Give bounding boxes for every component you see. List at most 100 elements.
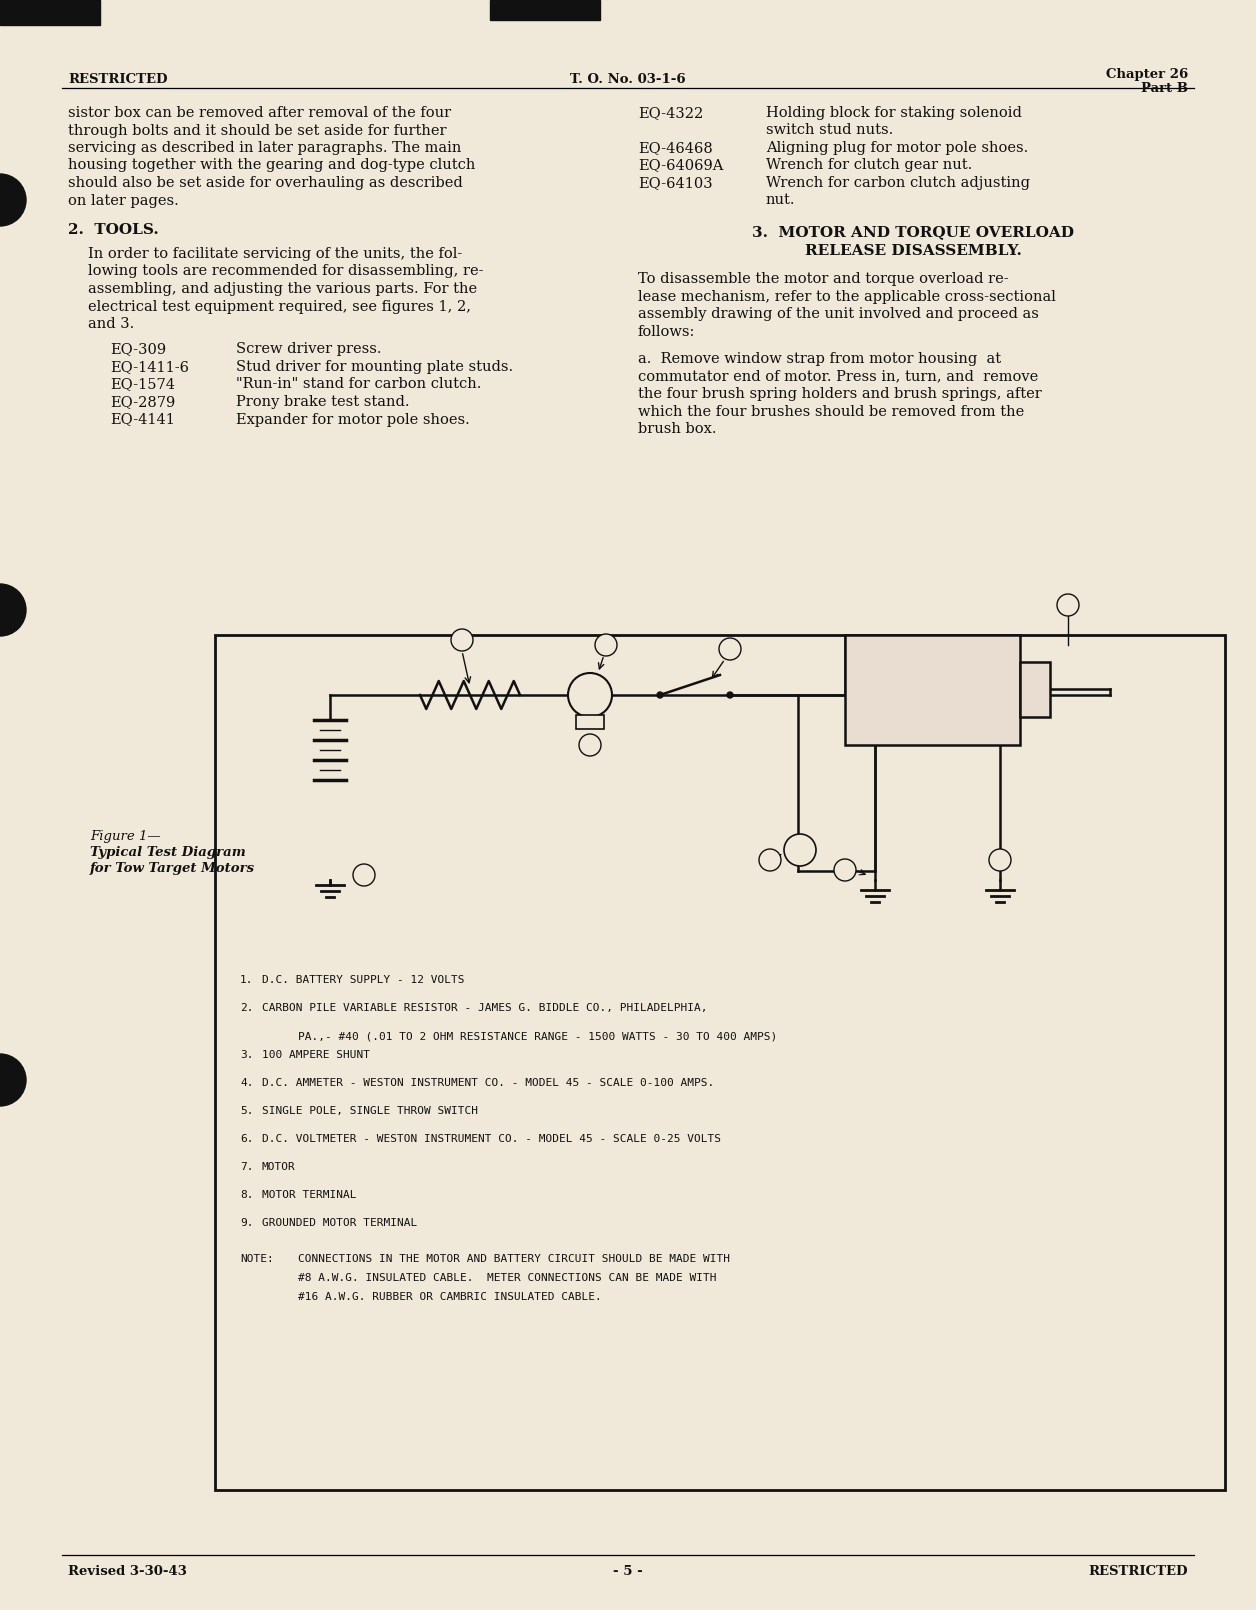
Text: 8.: 8. — [240, 1190, 254, 1199]
Circle shape — [0, 174, 26, 225]
Text: 9.: 9. — [240, 1219, 254, 1228]
Text: 4: 4 — [603, 641, 609, 649]
Bar — [845, 634, 1020, 745]
Text: EQ-4322: EQ-4322 — [638, 106, 703, 121]
Text: 2: 2 — [458, 636, 465, 644]
Text: In order to facilitate servicing of the units, the fol-: In order to facilitate servicing of the … — [88, 246, 462, 261]
Text: switch stud nuts.: switch stud nuts. — [766, 124, 893, 137]
Circle shape — [353, 865, 376, 886]
Circle shape — [988, 848, 1011, 871]
Circle shape — [451, 630, 474, 650]
Text: CONNECTIONS IN THE MOTOR AND BATTERY CIRCUIT SHOULD BE MADE WITH: CONNECTIONS IN THE MOTOR AND BATTERY CIR… — [298, 1254, 730, 1264]
Text: Revised 3-30-43: Revised 3-30-43 — [68, 1565, 187, 1578]
Text: MOTOR: MOTOR — [263, 1162, 295, 1172]
Text: #8 A.W.G. INSULATED CABLE.  METER CONNECTIONS CAN BE MADE WITH: #8 A.W.G. INSULATED CABLE. METER CONNECT… — [298, 1274, 716, 1283]
Circle shape — [784, 834, 816, 866]
Text: 7: 7 — [1065, 601, 1071, 610]
Text: T. O. No. 03-1-6: T. O. No. 03-1-6 — [570, 72, 686, 85]
Text: 5.: 5. — [240, 1106, 254, 1116]
Circle shape — [718, 638, 741, 660]
Text: To disassemble the motor and torque overload re-: To disassemble the motor and torque over… — [638, 272, 1009, 287]
Text: 2.  TOOLS.: 2. TOOLS. — [68, 224, 158, 237]
Circle shape — [568, 673, 612, 716]
Text: sistor box can be removed after removal of the four: sistor box can be removed after removal … — [68, 106, 451, 121]
Bar — [1020, 662, 1050, 716]
Text: which the four brushes should be removed from the: which the four brushes should be removed… — [638, 404, 1024, 419]
Text: 3.  MOTOR AND TORQUE OVERLOAD: 3. MOTOR AND TORQUE OVERLOAD — [752, 225, 1074, 238]
Text: Wrench for carbon clutch adjusting: Wrench for carbon clutch adjusting — [766, 175, 1030, 190]
Text: 7.: 7. — [240, 1162, 254, 1172]
Text: Figure 1—: Figure 1— — [90, 831, 161, 844]
Text: RELEASE DISASSEMBLY.: RELEASE DISASSEMBLY. — [805, 245, 1021, 258]
Text: 3: 3 — [587, 741, 593, 750]
Text: Stud driver for mounting plate studs.: Stud driver for mounting plate studs. — [236, 361, 514, 374]
Text: the four brush spring holders and brush springs, after: the four brush spring holders and brush … — [638, 386, 1041, 401]
Text: assembly drawing of the unit involved and proceed as: assembly drawing of the unit involved an… — [638, 308, 1039, 320]
Text: Chapter 26: Chapter 26 — [1105, 68, 1188, 80]
Text: brush box.: brush box. — [638, 422, 716, 436]
Text: Expander for motor pole shoes.: Expander for motor pole shoes. — [236, 412, 470, 427]
Text: servicing as described in later paragraphs. The main: servicing as described in later paragrap… — [68, 142, 461, 155]
Text: follows:: follows: — [638, 325, 696, 338]
Circle shape — [759, 848, 781, 871]
Bar — [577, 715, 604, 729]
Text: Typical Test Diagram: Typical Test Diagram — [90, 845, 246, 860]
Text: housing together with the gearing and dog-type clutch: housing together with the gearing and do… — [68, 158, 475, 172]
Text: Part B: Part B — [1140, 82, 1188, 95]
Text: PA.,- #40 (.01 TO 2 OHM RESISTANCE RANGE - 1500 WATTS - 30 TO 400 AMPS): PA.,- #40 (.01 TO 2 OHM RESISTANCE RANGE… — [298, 1030, 777, 1042]
Text: GROUNDED MOTOR TERMINAL: GROUNDED MOTOR TERMINAL — [263, 1219, 417, 1228]
Text: SINGLE POLE, SINGLE THROW SWITCH: SINGLE POLE, SINGLE THROW SWITCH — [263, 1106, 479, 1116]
Circle shape — [834, 860, 857, 881]
Text: #16 A.W.G. RUBBER OR CAMBRIC INSULATED CABLE.: #16 A.W.G. RUBBER OR CAMBRIC INSULATED C… — [298, 1291, 602, 1302]
Text: 4.: 4. — [240, 1079, 254, 1088]
Text: lowing tools are recommended for disassembling, re-: lowing tools are recommended for disasse… — [88, 264, 484, 279]
Text: 8: 8 — [842, 866, 848, 874]
Text: through bolts and it should be set aside for further: through bolts and it should be set aside… — [68, 124, 446, 137]
Text: 6.: 6. — [240, 1133, 254, 1145]
Circle shape — [0, 584, 26, 636]
Text: 9: 9 — [997, 855, 1004, 865]
Text: CARBON PILE VARIABLE RESISTOR - JAMES G. BIDDLE CO., PHILADELPHIA,: CARBON PILE VARIABLE RESISTOR - JAMES G.… — [263, 1003, 707, 1013]
Text: 3.: 3. — [240, 1050, 254, 1059]
Text: 1.: 1. — [240, 976, 254, 985]
Circle shape — [595, 634, 617, 655]
Text: Wrench for clutch gear nut.: Wrench for clutch gear nut. — [766, 158, 972, 172]
Text: D.C. AMMETER - WESTON INSTRUMENT CO. - MODEL 45 - SCALE 0-100 AMPS.: D.C. AMMETER - WESTON INSTRUMENT CO. - M… — [263, 1079, 715, 1088]
Circle shape — [579, 734, 602, 757]
Text: 100 AMPERE SHUNT: 100 AMPERE SHUNT — [263, 1050, 371, 1059]
Text: 2.: 2. — [240, 1003, 254, 1013]
Text: 6: 6 — [766, 855, 774, 865]
Text: EQ-4141: EQ-4141 — [111, 412, 175, 427]
Text: EQ-64103: EQ-64103 — [638, 175, 712, 190]
Text: NOTE:: NOTE: — [240, 1254, 274, 1264]
Text: lease mechanism, refer to the applicable cross-sectional: lease mechanism, refer to the applicable… — [638, 290, 1056, 304]
Text: v: v — [796, 845, 803, 855]
Circle shape — [0, 1055, 26, 1106]
Text: EQ-1574: EQ-1574 — [111, 377, 175, 391]
Text: - 5 -: - 5 - — [613, 1565, 643, 1578]
Text: EQ-64069A: EQ-64069A — [638, 158, 723, 172]
Text: commutator end of motor. Press in, turn, and  remove: commutator end of motor. Press in, turn,… — [638, 370, 1039, 383]
Text: EQ-46468: EQ-46468 — [638, 142, 712, 155]
Bar — [490, 0, 600, 19]
Circle shape — [727, 692, 734, 699]
Bar — [215, 634, 1225, 1489]
Text: EQ-309: EQ-309 — [111, 343, 166, 356]
Text: assembling, and adjusting the various parts. For the: assembling, and adjusting the various pa… — [88, 282, 477, 296]
Text: D.C. BATTERY SUPPLY - 12 VOLTS: D.C. BATTERY SUPPLY - 12 VOLTS — [263, 976, 465, 985]
Text: should also be set aside for overhauling as described: should also be set aside for overhauling… — [68, 175, 462, 190]
Text: D.C. VOLTMETER - WESTON INSTRUMENT CO. - MODEL 45 - SCALE 0-25 VOLTS: D.C. VOLTMETER - WESTON INSTRUMENT CO. -… — [263, 1133, 721, 1145]
Text: RESTRICTED: RESTRICTED — [1089, 1565, 1188, 1578]
Text: RESTRICTED: RESTRICTED — [68, 72, 167, 85]
Text: 5: 5 — [727, 644, 734, 654]
Text: Aligning plug for motor pole shoes.: Aligning plug for motor pole shoes. — [766, 142, 1029, 155]
Text: MOTOR TERMINAL: MOTOR TERMINAL — [263, 1190, 357, 1199]
Text: nut.: nut. — [766, 193, 795, 208]
Text: Holding block for staking solenoid: Holding block for staking solenoid — [766, 106, 1022, 121]
Text: "Run-in" stand for carbon clutch.: "Run-in" stand for carbon clutch. — [236, 377, 481, 391]
Text: a.  Remove window strap from motor housing  at: a. Remove window strap from motor housin… — [638, 353, 1001, 365]
Bar — [0, 0, 100, 26]
Text: EQ-2879: EQ-2879 — [111, 394, 176, 409]
Text: electrical test equipment required, see figures 1, 2,: electrical test equipment required, see … — [88, 299, 471, 314]
Text: for Tow Target Motors: for Tow Target Motors — [90, 861, 255, 874]
